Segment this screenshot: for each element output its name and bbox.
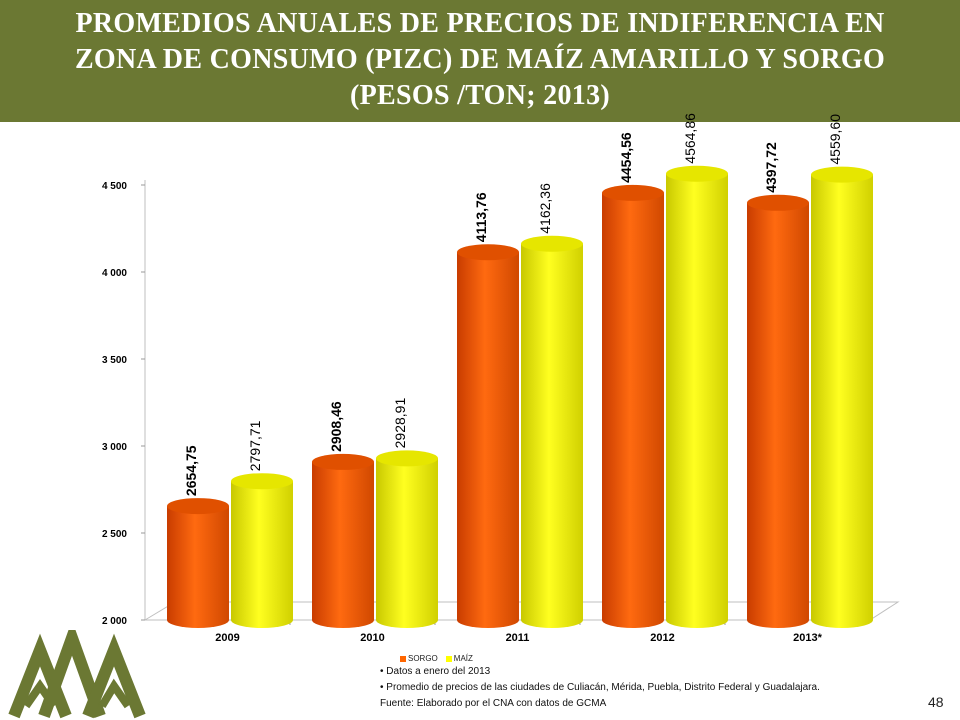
title-line-3: (PESOS /TON; 2013) (349, 80, 611, 111)
bar-cap-sorgo (312, 453, 374, 470)
bar-cap-maiz (811, 166, 873, 183)
x-tick-label: 2013* (793, 632, 822, 644)
legend-label-sorgo: SORGO (408, 654, 438, 663)
note-1: • Datos a enero del 2013 (380, 666, 491, 677)
x-tick-label: 2010 (360, 632, 384, 644)
bar-cap-sorgo (167, 498, 229, 515)
data-label-maiz: 4162,36 (537, 183, 553, 234)
bar-cap-sorgo (457, 244, 519, 261)
bar-cap-maiz (666, 165, 728, 182)
y-tick-label: 4 000 (102, 268, 127, 279)
data-label-maiz: 2797,71 (247, 420, 263, 471)
data-label-sorgo: 4397,72 (763, 142, 779, 193)
note-2: • Promedio de precios de las ciudades de… (380, 682, 820, 693)
y-tick-label: 4 500 (102, 181, 127, 192)
bar-maiz (811, 174, 873, 629)
bar-cap-maiz (521, 235, 583, 252)
data-label-sorgo: 4113,76 (473, 192, 489, 242)
legend-item-sorgo: SORGO (400, 654, 438, 663)
bar-cap-maiz (231, 473, 293, 490)
data-label-maiz: 2928,91 (392, 398, 408, 449)
title-bar: PROMEDIOS ANUALES DE PRECIOS DE INDIFERE… (0, 0, 960, 122)
title-line-2: ZONA DE CONSUMO (PIZC) DE MAÍZ AMARILLO … (74, 44, 886, 75)
footnotes: • Datos a enero del 2013 • Promedio de p… (380, 664, 820, 712)
y-tick-label: 3 000 (102, 442, 127, 453)
chart-legend: SORGO MAÍZ (400, 654, 481, 663)
bar-chart: 2 000 2 500 3 000 3 500 4 000 4 500 2009 2010 20… (102, 113, 900, 644)
y-tick-label: 3 500 (102, 355, 127, 366)
x-tick-label: 2011 (506, 632, 530, 644)
title-line-1: PROMEDIOS ANUALES DE PRECIOS DE INDIFERE… (75, 8, 885, 39)
data-label-sorgo: 4454,56 (618, 132, 634, 183)
bar-sorgo (167, 506, 229, 628)
y-tick-label: 2 000 (102, 616, 127, 627)
page-number: 48 (928, 694, 944, 710)
bar-cap-sorgo (747, 194, 809, 211)
bar-sorgo (312, 461, 374, 628)
x-tick-label: 2009 (215, 632, 239, 644)
legend-item-maiz: MAÍZ (445, 654, 473, 663)
bar-maiz (376, 458, 438, 628)
source-note: Fuente: Elaborado por el CNA con datos d… (380, 698, 607, 709)
bar-sorgo (747, 202, 809, 628)
bar-maiz (521, 243, 583, 628)
logo-icon (8, 630, 146, 719)
bar-sorgo (457, 252, 519, 629)
data-label-maiz: 4564,86 (682, 113, 698, 164)
note-1-text: Datos a enero del 2013 (386, 666, 491, 677)
y-tick-label: 2 500 (102, 529, 127, 540)
data-label-sorgo: 2654,75 (183, 445, 199, 496)
page-title: PROMEDIOS ANUALES DE PRECIOS DE INDIFERE… (20, 6, 940, 114)
legend-label-maiz: MAÍZ (453, 654, 473, 663)
bar-cap-maiz (376, 450, 438, 467)
bar-cap-sorgo (602, 184, 664, 201)
data-label-maiz: 4559,60 (827, 114, 843, 165)
x-tick-label: 2012 (650, 632, 674, 644)
data-label-sorgo: 2908,46 (328, 401, 344, 452)
bar-sorgo (602, 192, 664, 628)
bar-maiz (231, 481, 293, 628)
note-2-text: Promedio de precios de las ciudades de C… (386, 682, 820, 693)
legend-swatch-sorgo (400, 655, 406, 662)
legend-swatch-maiz (445, 655, 452, 662)
bar-maiz (666, 173, 728, 628)
